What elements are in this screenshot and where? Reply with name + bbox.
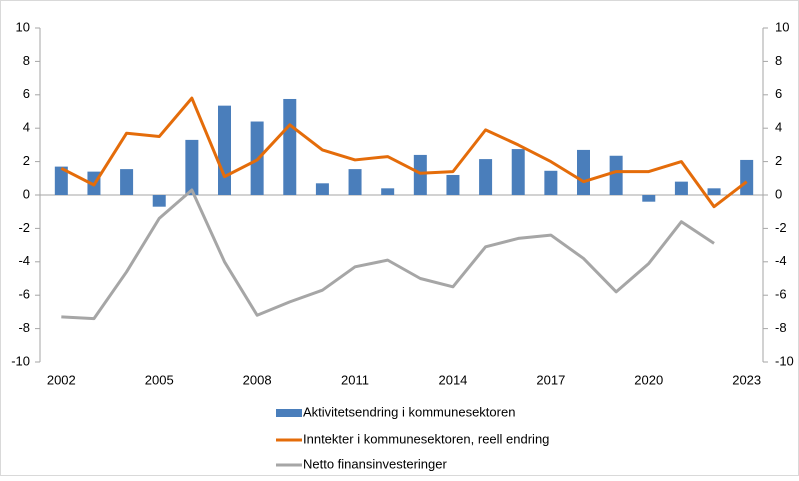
bar xyxy=(54,166,68,195)
line xyxy=(60,96,748,209)
y2-tick-label: -6 xyxy=(775,287,787,302)
bar xyxy=(446,174,460,195)
bar xyxy=(348,169,362,195)
bar xyxy=(315,183,329,195)
legend-swatch xyxy=(276,409,302,417)
y2-tick-label: -2 xyxy=(775,220,787,235)
bar xyxy=(413,154,427,195)
bar xyxy=(479,159,493,195)
x-tick-label: 2011 xyxy=(341,372,369,387)
x-tick-label: 2014 xyxy=(438,372,467,387)
bar xyxy=(544,170,558,195)
y2-tick-label: 0 xyxy=(775,186,782,201)
x-tick-label: 2005 xyxy=(145,372,174,387)
y2-tick-label: 8 xyxy=(775,53,782,68)
y-tick-label: -4 xyxy=(18,253,30,268)
y2-tick-label: -4 xyxy=(775,253,787,268)
legend-label: Netto finansinvesteringer xyxy=(303,456,447,471)
y-tick-label: 10 xyxy=(16,19,30,34)
y-tick-label: -6 xyxy=(18,287,30,302)
bar xyxy=(511,149,525,195)
y2-tick-label: -10 xyxy=(775,353,794,368)
bar xyxy=(120,169,134,195)
bar xyxy=(283,98,297,195)
bar xyxy=(740,159,754,195)
y-tick-label: -10 xyxy=(11,353,30,368)
bar xyxy=(642,195,656,202)
x-tick-label: 2020 xyxy=(634,372,663,387)
legend-label: Inntekter i kommunesektoren, reell endri… xyxy=(303,431,549,446)
y-tick-label: 2 xyxy=(23,153,30,168)
y-tick-label: -2 xyxy=(18,220,30,235)
bar xyxy=(185,139,199,195)
legend-label: Aktivitetsendring i kommunesektoren xyxy=(303,404,515,419)
bar xyxy=(674,181,688,195)
x-tick-label: 2008 xyxy=(243,372,272,387)
line xyxy=(61,188,715,321)
y2-tick-label: -8 xyxy=(775,320,787,335)
y-tick-label: 4 xyxy=(23,120,30,135)
bar xyxy=(577,149,590,195)
bar xyxy=(218,105,231,195)
y-tick-label: -8 xyxy=(18,320,30,335)
x-tick-label: 2002 xyxy=(47,372,76,387)
bar xyxy=(609,155,623,195)
bar xyxy=(381,188,395,195)
y2-tick-label: 6 xyxy=(775,86,782,101)
bar xyxy=(152,195,166,207)
bar xyxy=(707,188,721,195)
y2-tick-label: 2 xyxy=(775,153,782,168)
y-tick-label: 8 xyxy=(23,53,30,68)
y-tick-label: 6 xyxy=(23,86,30,101)
y-tick-label: 0 xyxy=(23,186,30,201)
x-tick-label: 2017 xyxy=(536,372,565,387)
x-tick-label: 2023 xyxy=(732,372,761,387)
y2-tick-label: 10 xyxy=(775,19,789,34)
y2-tick-label: 4 xyxy=(775,120,782,135)
